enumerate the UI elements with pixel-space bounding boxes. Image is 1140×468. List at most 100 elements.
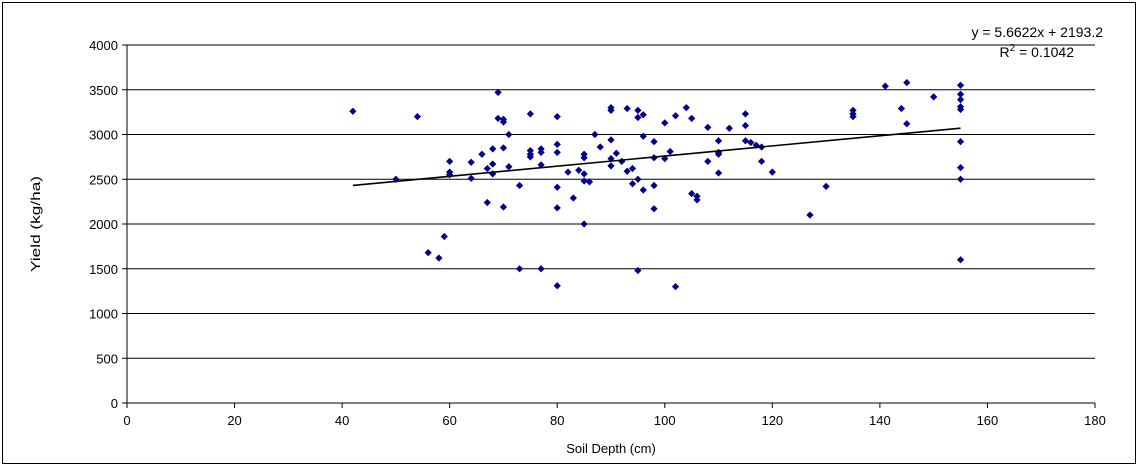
- data-point: [634, 106, 642, 114]
- data-point: [714, 169, 723, 177]
- x-tick-label: 60: [442, 413, 456, 428]
- data-point: [585, 178, 594, 186]
- data-point: [526, 110, 534, 118]
- data-point: [903, 120, 911, 128]
- data-point: [634, 266, 642, 275]
- data-point: [526, 153, 534, 161]
- data-point: [607, 162, 615, 170]
- data-point: [741, 121, 750, 130]
- data-point: [623, 104, 631, 113]
- trendline: [352, 127, 961, 187]
- data-point: [424, 249, 432, 257]
- trendline-equation: y = 5.6622x + 2193.2: [971, 24, 1103, 40]
- y-tick-label: 2500: [89, 172, 118, 187]
- data-point: [666, 147, 674, 156]
- data-point: [489, 145, 497, 153]
- y-tick-label: 1500: [89, 262, 118, 277]
- data-point: [956, 105, 965, 114]
- data-point: [757, 157, 766, 165]
- data-point: [704, 123, 712, 131]
- data-point: [446, 157, 454, 165]
- data-point: [499, 118, 508, 126]
- data-point: [639, 186, 647, 194]
- data-point: [494, 88, 502, 97]
- data-point: [628, 164, 637, 173]
- data-point: [634, 175, 642, 183]
- data-point: [489, 160, 497, 168]
- r-squared-label: R2 = 0.1042: [1000, 43, 1075, 60]
- data-point: [650, 181, 658, 190]
- data-point: [553, 140, 561, 148]
- data-point: [580, 177, 588, 185]
- data-point: [661, 119, 669, 127]
- data-point: [671, 283, 680, 291]
- r-squared-prefix: R: [1000, 44, 1010, 60]
- data-point: [682, 104, 690, 112]
- x-tick-label: 140: [869, 413, 891, 428]
- data-point: [553, 204, 561, 212]
- data-point: [596, 143, 604, 151]
- data-point: [693, 196, 701, 204]
- y-tick-label: 3000: [89, 128, 118, 143]
- x-tick-label: 120: [761, 413, 783, 428]
- data-point: [688, 114, 696, 123]
- data-point: [607, 106, 615, 114]
- data-point: [483, 198, 491, 207]
- data-point: [628, 180, 637, 188]
- data-point: [956, 163, 965, 172]
- data-point: [956, 81, 965, 89]
- data-point: [639, 111, 647, 119]
- data-point: [930, 93, 938, 101]
- data-point: [956, 138, 965, 146]
- data-point: [537, 265, 545, 273]
- data-points: [349, 78, 965, 291]
- data-point: [478, 150, 486, 158]
- data-point: [537, 148, 545, 157]
- data-point: [741, 110, 750, 118]
- data-point: [725, 124, 733, 132]
- data-point: [956, 256, 965, 264]
- data-point: [607, 136, 615, 144]
- axes: [122, 44, 1096, 408]
- data-point: [822, 182, 830, 191]
- data-point: [752, 141, 760, 149]
- data-point: [494, 114, 502, 123]
- data-point: [768, 168, 776, 176]
- y-tick-label: 4000: [89, 38, 118, 53]
- data-point: [612, 149, 621, 157]
- data-point: [467, 158, 475, 166]
- data-point: [704, 157, 712, 165]
- data-point: [580, 220, 588, 228]
- data-point: [553, 112, 561, 121]
- data-point: [515, 265, 524, 273]
- data-point: [956, 175, 965, 183]
- data-point: [903, 78, 911, 87]
- data-point: [505, 163, 513, 171]
- y-tick-label: 1000: [89, 307, 118, 322]
- y-tick-label: 3500: [89, 83, 118, 98]
- data-point: [881, 82, 889, 90]
- data-point: [515, 181, 524, 190]
- data-point: [714, 137, 723, 145]
- x-axis-title: Soil Depth (cm): [566, 441, 656, 456]
- x-tick-label: 40: [335, 413, 349, 428]
- x-tick-label: 0: [123, 413, 130, 428]
- data-point: [499, 203, 508, 211]
- x-tick-label: 100: [654, 413, 676, 428]
- data-point: [897, 104, 906, 113]
- data-point: [849, 112, 857, 121]
- y-tick-label: 500: [96, 351, 118, 366]
- x-tick-label: 80: [550, 413, 564, 428]
- data-point: [553, 183, 561, 191]
- data-point: [564, 168, 572, 176]
- data-point: [634, 113, 642, 122]
- data-point: [575, 166, 583, 174]
- data-point: [661, 155, 669, 163]
- data-point: [435, 254, 443, 262]
- trendline-group: [352, 127, 961, 187]
- data-point: [349, 107, 357, 115]
- data-point: [741, 137, 750, 145]
- data-point: [671, 112, 680, 120]
